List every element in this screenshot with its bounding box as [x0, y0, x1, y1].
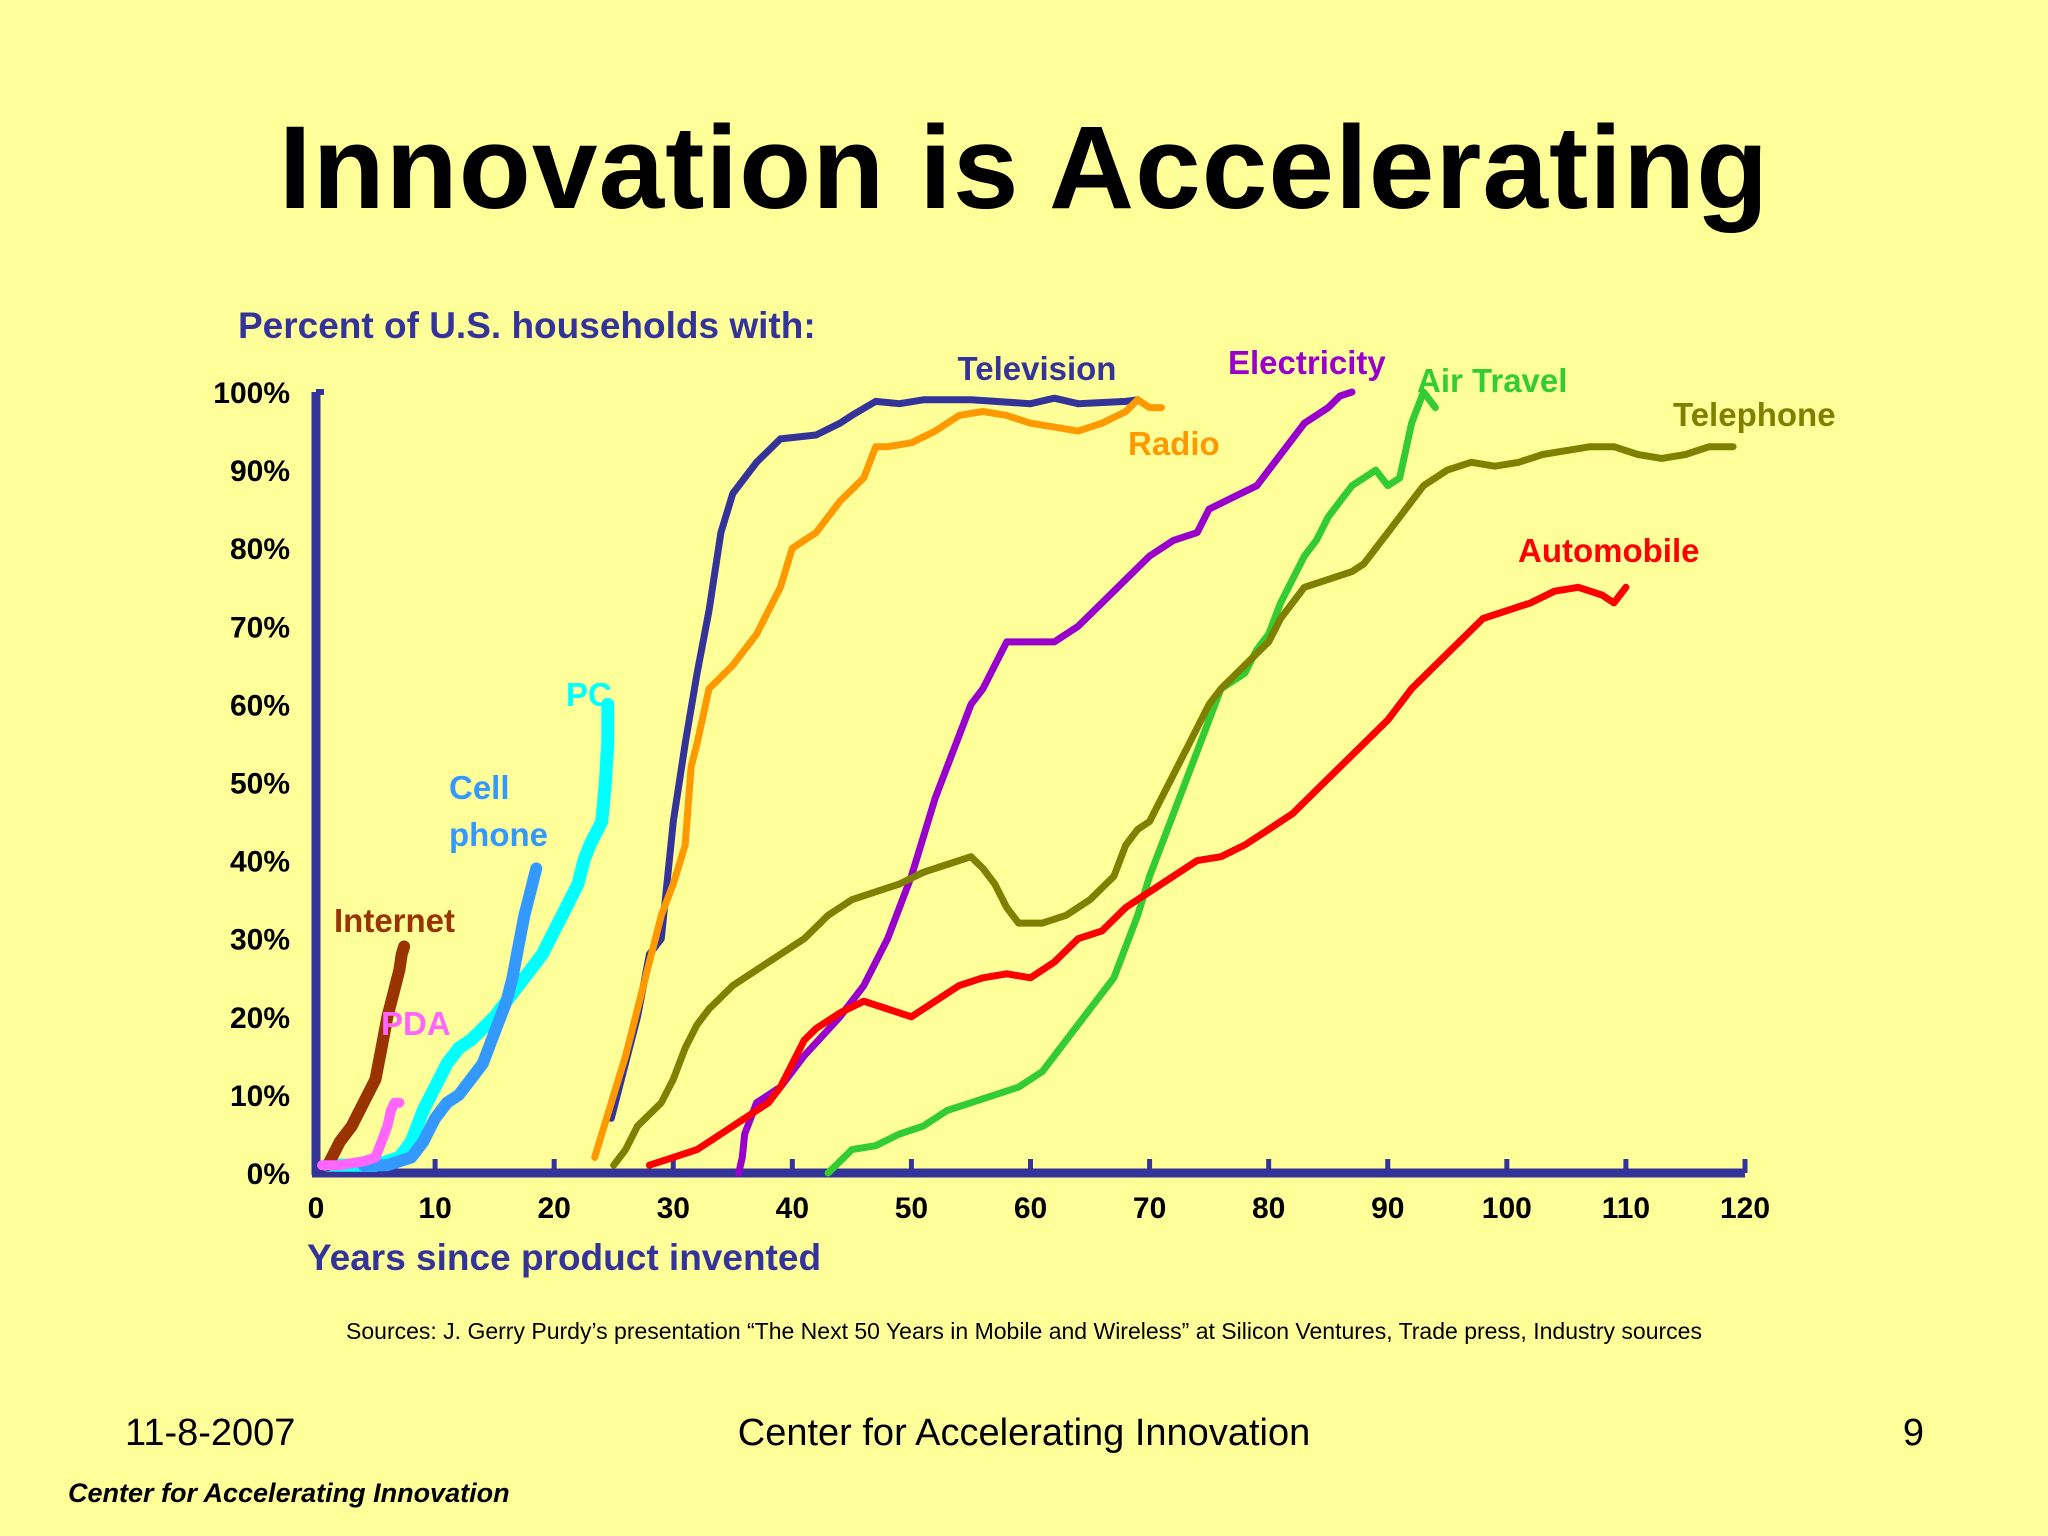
series-line-automobile [645, 583, 1630, 1169]
slide-title: Innovation is Accelerating [278, 102, 1770, 234]
y-tick-label: 50% [230, 768, 290, 801]
footer-center: Center for Accelerating Innovation [737, 1412, 1311, 1454]
y-tick-label: 100% [213, 377, 290, 410]
series-label-air-travel: Air Travel [1417, 362, 1567, 399]
brand-logo-text: Center for Accelerating Innovation [68, 1478, 510, 1508]
x-tick-label: 90 [1371, 1192, 1404, 1225]
series-line-cell-phone [357, 862, 543, 1172]
series-label-radio: Radio [1128, 425, 1220, 462]
series-label-pc: PC [566, 676, 612, 713]
x-tick-label: 70 [1133, 1192, 1166, 1225]
y-tick-label: 0% [247, 1158, 290, 1191]
y-tick-label: 30% [230, 924, 290, 957]
y-tick-label: 70% [230, 611, 290, 644]
series-label-automobile: Automobile [1518, 532, 1699, 569]
y-tick-label: 90% [230, 455, 290, 488]
y-tick-label: 40% [230, 846, 290, 879]
y-tick-label: 60% [230, 689, 290, 722]
series-line-internet [321, 940, 411, 1172]
x-tick-label: 110 [1602, 1192, 1650, 1225]
y-tick-label: 10% [230, 1080, 290, 1113]
x-tick-label: 40 [776, 1192, 809, 1225]
x-tick-label: 0 [308, 1192, 325, 1225]
x-tick-label: 60 [1014, 1192, 1047, 1225]
x-axis-label: Years since product invented [307, 1237, 822, 1278]
series-line-pda [317, 1097, 405, 1171]
series-label-internet: Internet [334, 902, 455, 939]
series-line-radio [591, 396, 1165, 1161]
x-tick-label: 10 [418, 1192, 451, 1225]
y-tick-label: 80% [230, 533, 290, 566]
series-line-telephone [610, 443, 1737, 1169]
x-tick-label: 120 [1720, 1192, 1770, 1225]
series-label-television: Television [958, 350, 1117, 387]
sources-note: Sources: J. Gerry Purdy’s presentation “… [346, 1318, 1702, 1344]
x-tick-label: 100 [1482, 1192, 1532, 1225]
series-label-electricity: Electricity [1228, 344, 1386, 381]
x-tick-label: 50 [895, 1192, 928, 1225]
series-line-television [607, 394, 1142, 1122]
page-number: 9 [1902, 1412, 1924, 1454]
series-label-cell-phone: Cell phone [449, 769, 548, 853]
series-label-pda: PDA [381, 1005, 451, 1042]
footer-date: 11-8-2007 [125, 1412, 296, 1454]
x-tick-label: 30 [657, 1192, 690, 1225]
y-tick-label: 20% [230, 1002, 290, 1035]
x-tick-label: 20 [537, 1192, 570, 1225]
x-tick-label: 80 [1252, 1192, 1285, 1225]
chart-title: Percent of U.S. households with: [238, 305, 816, 346]
series-line-air-travel [824, 388, 1439, 1177]
series-label-telephone: Telephone [1673, 396, 1836, 433]
